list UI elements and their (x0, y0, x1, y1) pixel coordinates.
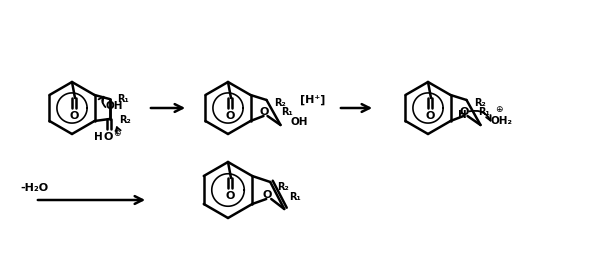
Text: O: O (260, 107, 269, 117)
Text: -H₂O: -H₂O (20, 183, 48, 193)
Text: OH: OH (290, 117, 308, 127)
Text: O: O (226, 111, 235, 121)
Text: R₂: R₂ (277, 182, 289, 192)
Text: O: O (104, 132, 113, 142)
Text: O: O (226, 191, 235, 201)
Text: ⊕: ⊕ (113, 129, 120, 138)
Text: O: O (460, 107, 469, 117)
Text: ⊕: ⊕ (495, 105, 502, 114)
Text: [H⁺]: [H⁺] (301, 95, 326, 105)
Text: R₂: R₂ (275, 98, 286, 108)
Text: H: H (458, 110, 467, 120)
Text: OH: OH (106, 101, 123, 111)
Text: O: O (425, 111, 434, 121)
Text: O: O (263, 190, 272, 200)
Text: R₂: R₂ (119, 115, 131, 125)
Text: R₁: R₁ (289, 192, 301, 202)
Text: R₂: R₂ (475, 98, 486, 108)
Text: R₁: R₁ (281, 107, 293, 117)
Text: O: O (70, 111, 79, 121)
Text: R₁: R₁ (479, 107, 490, 117)
Text: R₁: R₁ (118, 94, 129, 104)
Text: H: H (94, 132, 103, 142)
Text: OH₂: OH₂ (491, 116, 512, 126)
